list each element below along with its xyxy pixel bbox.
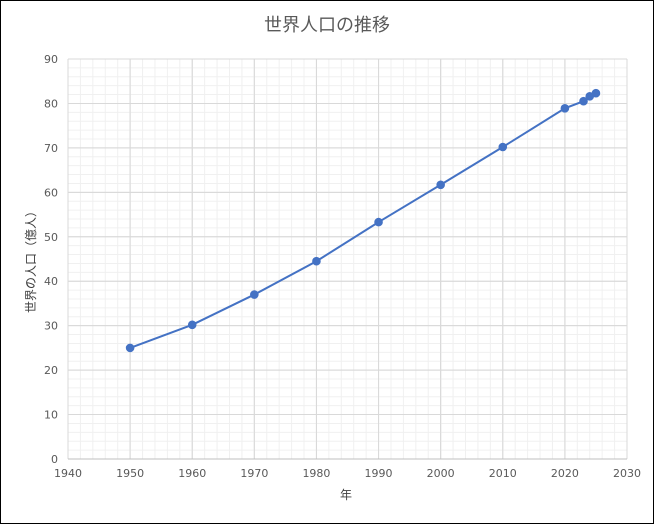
y-tick-label: 90 (44, 53, 58, 66)
x-axis-ticks: 1940 1950 1960 1970 1980 1990 2000 2010 2020 2030 (54, 467, 641, 480)
x-axis-label: 年 (340, 488, 352, 502)
series-line (129, 92, 597, 349)
data-point (498, 142, 508, 152)
data-point (436, 180, 445, 190)
data-point (187, 320, 197, 330)
x-tick-label: 2010 (489, 467, 517, 480)
data-point (312, 256, 321, 266)
y-axis-label: 世界の人口（億人） (24, 205, 38, 313)
x-tick-label: 1960 (178, 467, 206, 480)
x-tick-label: 1990 (365, 467, 393, 480)
data-point (374, 217, 383, 227)
data-point (560, 104, 570, 113)
y-tick-label: 30 (44, 320, 58, 333)
x-tick-label: 2000 (427, 467, 455, 480)
data-point (579, 96, 588, 106)
y-tick-label: 40 (44, 275, 58, 288)
y-tick-label: 70 (44, 142, 58, 155)
x-tick-label: 1980 (302, 467, 330, 480)
y-tick-label: 20 (44, 364, 58, 377)
y-tick-label: 80 (44, 97, 58, 110)
x-tick-label: 2020 (551, 467, 579, 480)
y-tick-label: 10 (44, 409, 58, 422)
data-point (591, 88, 601, 98)
grid (67, 58, 628, 460)
y-tick-label: 60 (44, 186, 58, 199)
x-tick-label: 1950 (116, 467, 144, 480)
data-point (250, 290, 259, 299)
series-layer (125, 88, 601, 353)
x-tick-label: 2030 (613, 467, 641, 480)
y-tick-label: 50 (44, 231, 58, 244)
y-axis-ticks: 0 10 20 30 40 50 60 70 80 90 (44, 53, 58, 466)
y-tick-label: 0 (51, 453, 58, 466)
data-point (125, 343, 135, 353)
x-tick-label: 1940 (54, 467, 82, 480)
x-tick-label: 1970 (240, 467, 268, 480)
chart-title: 世界人口の推移 (264, 15, 390, 36)
